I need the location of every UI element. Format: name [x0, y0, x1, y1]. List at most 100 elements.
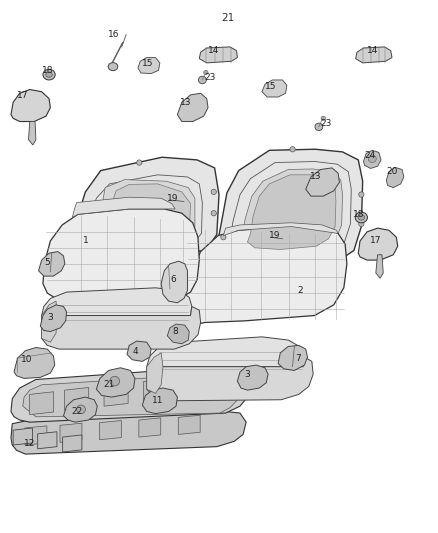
Polygon shape: [178, 415, 200, 434]
Polygon shape: [13, 428, 32, 445]
Polygon shape: [63, 435, 82, 452]
Polygon shape: [11, 411, 246, 454]
Polygon shape: [102, 180, 195, 241]
Polygon shape: [42, 306, 201, 349]
Text: 8: 8: [172, 327, 178, 336]
Ellipse shape: [321, 116, 325, 120]
Polygon shape: [42, 301, 57, 342]
Polygon shape: [127, 341, 151, 361]
Polygon shape: [358, 228, 398, 260]
Polygon shape: [96, 368, 135, 397]
Text: 15: 15: [142, 60, 154, 68]
Text: 18: 18: [353, 210, 365, 219]
Text: 7: 7: [295, 354, 301, 362]
Text: 13: 13: [180, 98, 192, 107]
Text: 1: 1: [82, 237, 88, 245]
Ellipse shape: [290, 147, 295, 152]
Text: 21: 21: [104, 381, 115, 389]
Polygon shape: [247, 175, 336, 249]
Ellipse shape: [108, 63, 118, 70]
Ellipse shape: [198, 76, 206, 84]
Text: 11: 11: [152, 397, 163, 405]
Text: 14: 14: [367, 46, 378, 55]
Text: 23: 23: [205, 73, 216, 82]
Polygon shape: [77, 157, 219, 256]
Ellipse shape: [110, 376, 120, 386]
Polygon shape: [11, 369, 249, 422]
Text: 5: 5: [44, 258, 50, 266]
Polygon shape: [240, 169, 343, 253]
Text: 15: 15: [265, 82, 276, 91]
Ellipse shape: [315, 123, 323, 131]
Polygon shape: [25, 426, 47, 445]
Ellipse shape: [221, 235, 226, 240]
Ellipse shape: [358, 215, 364, 220]
Polygon shape: [72, 197, 175, 217]
Text: 24: 24: [364, 151, 376, 160]
Text: 6: 6: [170, 276, 176, 284]
Polygon shape: [306, 168, 339, 196]
Polygon shape: [64, 387, 88, 410]
Polygon shape: [14, 348, 55, 378]
Polygon shape: [183, 375, 207, 398]
Polygon shape: [356, 47, 392, 63]
Ellipse shape: [359, 192, 364, 197]
Ellipse shape: [77, 405, 85, 414]
Polygon shape: [143, 379, 167, 402]
Text: 22: 22: [71, 407, 82, 416]
Polygon shape: [42, 288, 192, 316]
Polygon shape: [28, 122, 36, 145]
Polygon shape: [376, 255, 383, 278]
Polygon shape: [38, 432, 57, 449]
Polygon shape: [110, 184, 191, 238]
Ellipse shape: [43, 69, 55, 80]
Polygon shape: [199, 47, 237, 63]
Ellipse shape: [211, 189, 216, 195]
Polygon shape: [99, 421, 121, 440]
Polygon shape: [104, 383, 128, 406]
Polygon shape: [147, 353, 163, 393]
Ellipse shape: [46, 72, 53, 77]
Ellipse shape: [355, 212, 367, 223]
Text: 2: 2: [297, 286, 303, 295]
Ellipse shape: [83, 208, 88, 213]
Polygon shape: [177, 93, 208, 122]
Text: 18: 18: [42, 66, 53, 75]
Ellipse shape: [368, 155, 376, 163]
Polygon shape: [223, 223, 338, 236]
Ellipse shape: [204, 70, 208, 75]
Text: 4: 4: [133, 348, 138, 356]
Ellipse shape: [359, 221, 364, 227]
Text: 17: 17: [17, 92, 28, 100]
Text: 23: 23: [321, 119, 332, 128]
Polygon shape: [217, 149, 363, 268]
Polygon shape: [60, 423, 82, 442]
Polygon shape: [30, 392, 53, 415]
Polygon shape: [147, 357, 313, 401]
Polygon shape: [11, 90, 50, 122]
Polygon shape: [262, 80, 287, 97]
Ellipse shape: [211, 211, 216, 216]
Text: 3: 3: [244, 370, 251, 378]
Text: 21: 21: [221, 13, 234, 23]
Polygon shape: [237, 365, 268, 390]
Text: 14: 14: [208, 46, 219, 55]
Text: 19: 19: [269, 231, 281, 240]
Polygon shape: [139, 418, 161, 437]
Polygon shape: [23, 376, 237, 417]
Polygon shape: [138, 58, 160, 74]
Polygon shape: [147, 337, 304, 367]
Polygon shape: [39, 252, 65, 276]
Polygon shape: [278, 345, 307, 370]
Polygon shape: [386, 167, 404, 188]
Text: 16: 16: [108, 30, 120, 39]
Text: 3: 3: [47, 313, 53, 321]
Text: 12: 12: [24, 439, 35, 448]
Text: 10: 10: [21, 356, 32, 364]
Ellipse shape: [137, 160, 142, 165]
Polygon shape: [64, 397, 97, 422]
Text: 13: 13: [310, 173, 321, 181]
Text: 19: 19: [167, 194, 179, 203]
Polygon shape: [183, 227, 347, 325]
Text: 17: 17: [370, 237, 381, 245]
